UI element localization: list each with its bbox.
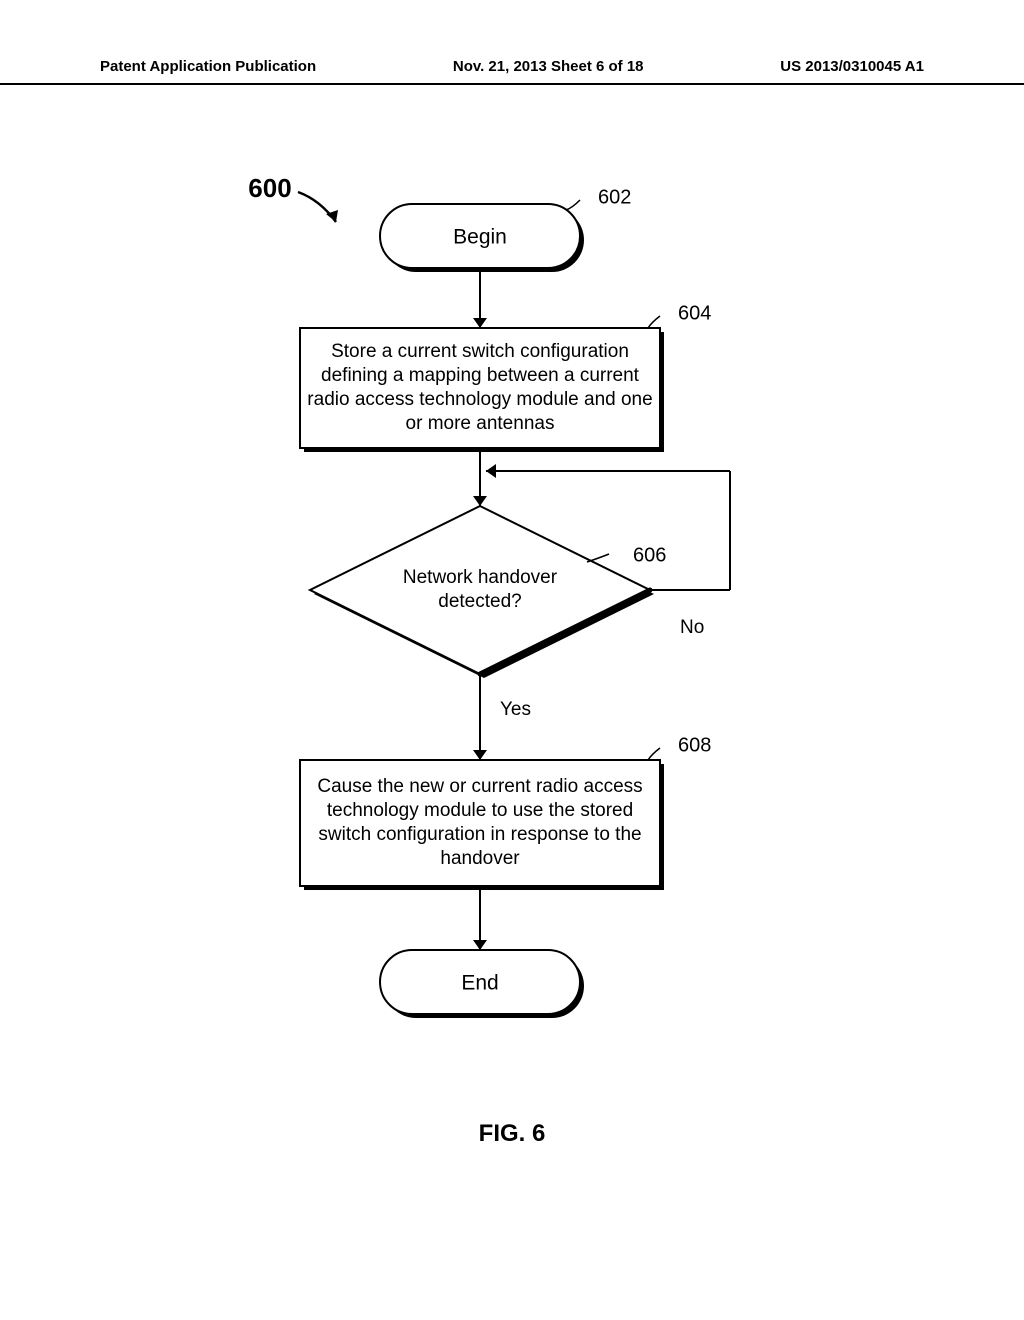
svg-text:600: 600	[248, 173, 291, 203]
svg-text:606: 606	[633, 544, 666, 566]
svg-text:detected?: detected?	[438, 591, 521, 612]
svg-text:Cause the new or current radio: Cause the new or current radio access	[317, 776, 642, 797]
svg-text:handover: handover	[440, 848, 520, 869]
svg-text:radio access technology module: radio access technology module and one	[307, 389, 652, 410]
svg-text:End: End	[461, 972, 498, 995]
svg-text:Begin: Begin	[453, 226, 507, 249]
svg-text:defining a mapping between a c: defining a mapping between a current	[321, 365, 640, 386]
svg-text:602: 602	[598, 186, 631, 208]
svg-text:604: 604	[678, 302, 711, 324]
figure-caption-text: FIG. 6	[479, 1120, 546, 1147]
svg-text:No: No	[680, 617, 704, 638]
svg-text:Store a current switch configu: Store a current switch configuration	[331, 341, 629, 362]
svg-text:technology module to use the s: technology module to use the stored	[327, 800, 633, 821]
svg-text:or more antennas: or more antennas	[406, 413, 555, 434]
svg-text:switch configuration in respon: switch configuration in response to the	[318, 824, 641, 845]
svg-text:Yes: Yes	[500, 699, 531, 720]
svg-text:608: 608	[678, 734, 711, 756]
figure-caption: FIG. 6	[0, 1120, 1024, 1148]
svg-text:Network handover: Network handover	[403, 567, 558, 588]
